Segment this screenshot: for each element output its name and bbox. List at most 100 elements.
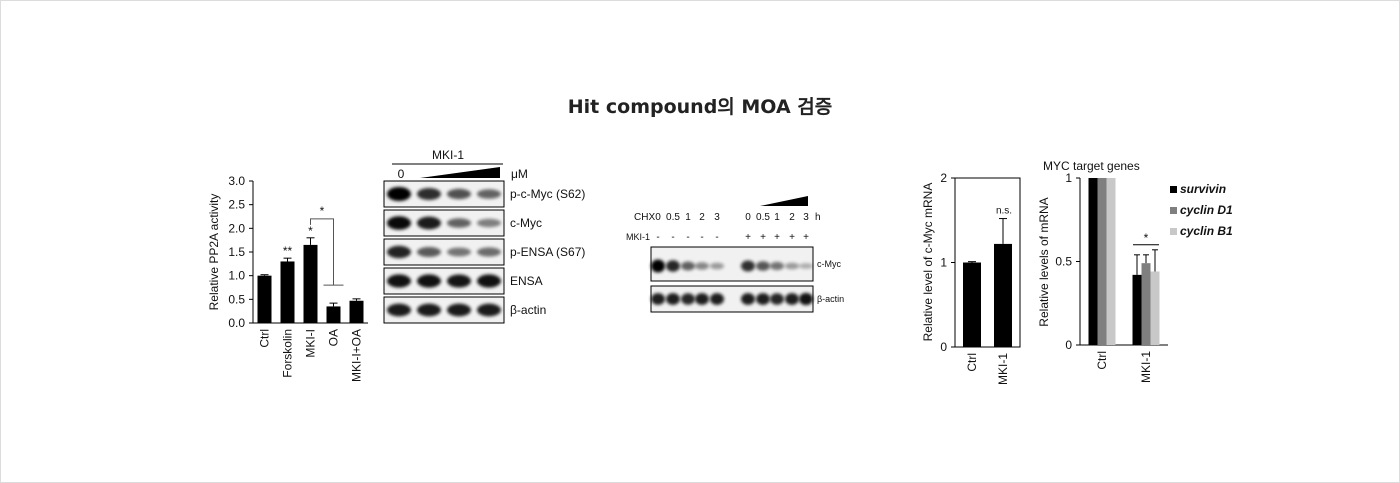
- chx-blot-band: [666, 293, 680, 305]
- chx-blot-band: [799, 292, 813, 306]
- blot-band-label: p-ENSA (S67): [510, 245, 585, 259]
- dose-zero-label: 0: [398, 167, 405, 181]
- mrna-y-tick-label: 0: [940, 340, 947, 354]
- chx-time-point: 3: [803, 212, 809, 223]
- chx-blot-band: [681, 261, 695, 271]
- genes-legend-swatch: [1170, 228, 1177, 235]
- chx-blot-band: [651, 293, 665, 305]
- dose-unit-label: μM: [511, 167, 528, 181]
- pp2a-bar: [280, 261, 295, 323]
- pp2a-y-tick-label: 1.0: [228, 269, 245, 283]
- pp2a-bars: [257, 237, 364, 323]
- genes-bar: [1141, 263, 1151, 345]
- pp2a-category-label: Ctrl: [258, 329, 272, 348]
- genes-y-tick-label: 1: [1065, 171, 1072, 185]
- blot-band: [447, 218, 471, 228]
- pp2a-activity-chart: 0.0 0.5 1.0 1.5 2.0 2.5 3.0 Relative PP2A activ…: [207, 174, 368, 382]
- pp2a-bracket-mark: *: [320, 204, 325, 218]
- mki-row-label: MKI-1: [626, 232, 650, 242]
- chx-blot-band: [681, 293, 695, 305]
- genes-legend-swatch: [1170, 207, 1177, 214]
- mrna-bar: [994, 243, 1012, 347]
- blot-band: [477, 274, 501, 288]
- chx-time-point: 2: [789, 212, 795, 223]
- genes-y-tick-label: 0: [1065, 338, 1072, 352]
- pp2a-category-label: MKI-I+OA: [350, 329, 364, 382]
- chx-time-point: 2: [699, 212, 705, 223]
- page-title: Hit compound의 MOA 검증: [567, 96, 833, 118]
- pp2a-significance-mark: *: [308, 224, 313, 238]
- blot-band: [417, 303, 441, 317]
- blot-band: [417, 188, 441, 200]
- chx-blot-band: [756, 293, 770, 305]
- pp2a-y-tick-label: 1.5: [228, 245, 245, 259]
- pp2a-category-label: OA: [327, 329, 341, 346]
- mki-sign: -: [700, 232, 703, 243]
- genes-bar: [1097, 178, 1107, 345]
- pp2a-y-tick-label: 2.0: [228, 221, 245, 235]
- genes-bar: [1106, 178, 1116, 345]
- mki-sign: +: [760, 232, 766, 243]
- chx-blot-band: [666, 260, 680, 272]
- chx-dose-wedge: [760, 196, 808, 206]
- mki-sign: +: [789, 232, 795, 243]
- genes-legend-swatch: [1170, 186, 1177, 193]
- pp2a-bar: [303, 244, 318, 323]
- mrna-y-axis-label: Relative level of c-Myc mRNA: [921, 183, 935, 342]
- chx-blot-band: [770, 293, 784, 305]
- chx-blot-band: [695, 293, 709, 305]
- genes-legend-label: cyclin B1: [1180, 224, 1233, 238]
- blot-band: [447, 274, 471, 288]
- chx-time-point: 3: [714, 212, 720, 223]
- genes-legend-label: cyclin D1: [1180, 203, 1233, 217]
- chx-blot-band: [741, 293, 755, 305]
- mki-sign: +: [803, 232, 809, 243]
- pp2a-category-label: Forskolin: [281, 329, 295, 378]
- mki-sign: -: [671, 232, 674, 243]
- mrna-category-label: MKI-1: [996, 353, 1010, 385]
- blot-band: [417, 274, 441, 288]
- pp2a-y-axis-label: Relative PP2A activity: [207, 194, 221, 311]
- chx-blot-band: [785, 262, 799, 270]
- blot-band: [477, 189, 501, 199]
- mrna-y-tick-label: 2: [940, 171, 947, 185]
- cmyc-mrna-chart: 0 1 2 Relative level of c-Myc mRNA Ctrl MKI-…: [921, 171, 1021, 385]
- chx-blot-band: [710, 262, 724, 270]
- chx-blot-band: [756, 261, 770, 271]
- mrna-bar: [963, 262, 981, 347]
- myc-chart-title: MYC target genes: [1043, 159, 1140, 173]
- genes-bar: [1088, 178, 1098, 345]
- chx-blot-band: [710, 293, 724, 305]
- blot-band: [417, 216, 441, 230]
- chx-time-point: 0.5: [666, 212, 680, 223]
- pp2a-y-tick-label: 3.0: [228, 174, 245, 188]
- chx-chase-blot: CHX MKI-1 h 0 0.5 1 2 3 0 0.5 1 2 3 - - - - - + + + + + c-…: [626, 196, 844, 313]
- pp2a-y-tick-label: 0.0: [228, 316, 245, 330]
- mrna-annotation: n.s.: [996, 206, 1012, 217]
- pp2a-y-tick-label: 2.5: [228, 198, 245, 212]
- blot-band: [387, 303, 411, 317]
- mrna-y-tick-label: 1: [940, 256, 947, 270]
- genes-category-label: MKI-1: [1139, 351, 1153, 383]
- genes-bar: [1132, 274, 1142, 345]
- mki-sign: -: [715, 232, 718, 243]
- dose-gradient-wedge: [420, 167, 500, 178]
- chx-time-point: 1: [685, 212, 691, 223]
- blot-band: [447, 188, 471, 200]
- chx-blot-band: [741, 260, 755, 272]
- time-unit-label: h: [815, 212, 821, 223]
- blot-band: [417, 247, 441, 257]
- genes-bar: [1150, 271, 1160, 345]
- pp2a-bar: [257, 275, 272, 323]
- chx-time-point: 0: [655, 212, 661, 223]
- chx-blot-band: [695, 262, 709, 270]
- genes-significance-mark: *: [1144, 231, 1149, 245]
- blot-band: [477, 303, 501, 317]
- myc-target-genes-chart: MYC target genes 0 0.5 1 Relative levels of…: [1037, 159, 1233, 383]
- chx-time-point: 1: [774, 212, 780, 223]
- blot-band: [387, 245, 411, 259]
- chx-blot-band: [770, 261, 784, 271]
- blot-band-label: p-c-Myc (S62): [510, 187, 585, 201]
- chx-blot-band: [799, 263, 813, 269]
- blot-band-label: β-actin: [510, 303, 546, 317]
